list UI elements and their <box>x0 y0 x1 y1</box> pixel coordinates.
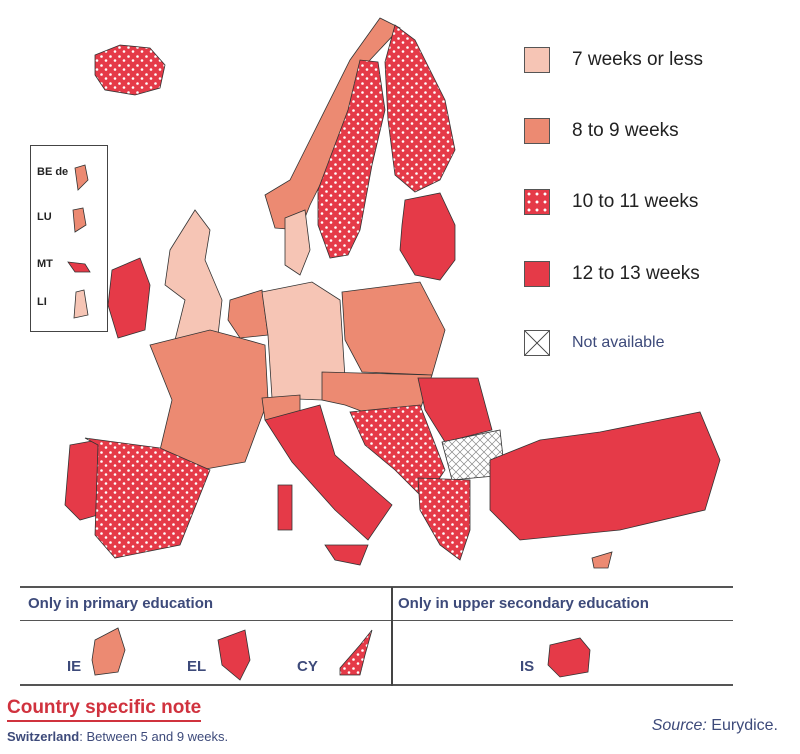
upper-secondary-header: Only in upper secondary education <box>398 595 649 612</box>
table-divider <box>391 587 393 686</box>
source: Source: Eurydice. <box>652 717 778 735</box>
baltics <box>399 192 456 281</box>
legend-label: 10 to 11 weeks <box>572 191 699 212</box>
code-cy: CY <box>297 658 318 675</box>
france <box>149 329 269 471</box>
legend-swatch <box>524 47 550 73</box>
legend-label: 7 weeks or less <box>572 49 703 70</box>
finland <box>384 24 456 193</box>
legend-swatch <box>524 118 550 144</box>
iceland <box>94 44 166 96</box>
table-bottom-rule <box>20 684 733 686</box>
table-top-rule <box>20 586 733 588</box>
inset-label-be-de: BE de <box>37 166 69 178</box>
note-country: Switzerland <box>7 729 80 744</box>
is-inset <box>547 637 591 678</box>
spain <box>84 437 211 559</box>
lu-inset <box>72 207 87 233</box>
ie-inset <box>91 627 126 676</box>
legend-label: 12 to 13 weeks <box>572 263 700 284</box>
source-value: Eurydice. <box>706 717 778 734</box>
mt-inset <box>67 261 91 273</box>
portugal <box>64 439 99 521</box>
source-label: Source: <box>651 717 707 734</box>
inset-label-mt: MT <box>37 258 53 270</box>
cyprus <box>591 551 613 569</box>
legend-swatch <box>524 189 550 215</box>
el-inset <box>217 629 251 681</box>
greece <box>417 477 471 561</box>
legend-item-12-13-weeks: 12 to 13 weeks <box>524 261 700 287</box>
poland <box>341 281 446 376</box>
legend-item-not-available: Not available <box>524 330 665 356</box>
legend-label: Not available <box>572 334 665 351</box>
note-title: Country specific note <box>7 697 202 722</box>
italy <box>264 404 393 541</box>
cy-inset <box>339 629 373 676</box>
legend-item-8-9-weeks: 8 to 9 weeks <box>524 118 679 144</box>
romania <box>417 377 493 443</box>
country-note: Switzerland: Between 5 and 9 weeks. <box>7 729 228 744</box>
legend-label: 8 to 9 weeks <box>572 120 679 141</box>
legend-item-7-weeks: 7 weeks or less <box>524 47 703 73</box>
sardinia <box>277 484 293 531</box>
code-is: IS <box>520 658 535 675</box>
sweden <box>317 59 386 259</box>
primary-header: Only in primary education <box>28 595 214 612</box>
denmark <box>284 209 311 276</box>
table-header-rule <box>20 620 733 621</box>
ireland <box>107 257 151 339</box>
inset-label-li: LI <box>37 296 47 308</box>
legend-item-10-11-weeks: 10 to 11 weeks <box>524 189 698 215</box>
legend-swatch <box>524 330 550 356</box>
united-kingdom <box>164 209 223 341</box>
benelux <box>227 289 269 339</box>
small-countries-inset: BE de LU MT LI <box>30 145 108 332</box>
li-inset <box>73 289 89 319</box>
inset-label-lu: LU <box>37 211 52 223</box>
note-text: : Between 5 and 9 weeks. <box>79 729 229 744</box>
code-ie: IE <box>67 658 82 675</box>
code-el: EL <box>187 658 207 675</box>
be-de-inset <box>74 164 89 191</box>
turkey <box>489 411 721 541</box>
sicily <box>324 544 369 566</box>
legend-swatch <box>524 261 550 287</box>
